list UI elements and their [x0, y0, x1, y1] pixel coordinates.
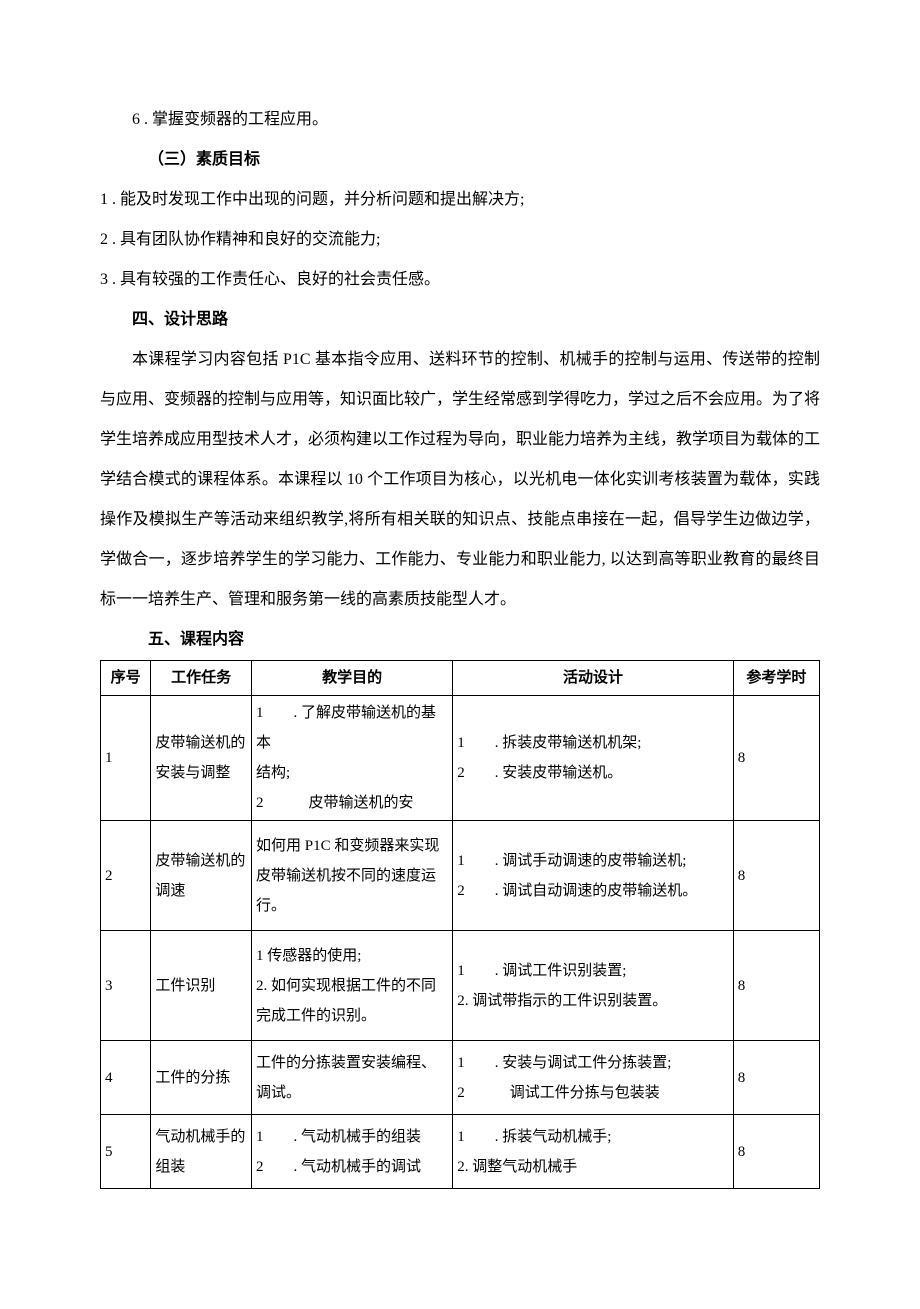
heading-course-content: 五、课程内容 [100, 620, 820, 660]
list-item-6: 6 . 掌握变频器的工程应用。 [132, 100, 820, 140]
cell-activity: 1 . 拆装皮带输送机机架;2 . 安装皮带输送机。 [453, 696, 733, 821]
cell-goal: 工件的分拣装置安装编程、调试。 [251, 1041, 452, 1115]
item-6-block: 6 . 掌握变频器的工程应用。 [100, 100, 820, 140]
cell-activity: 1 . 调试工件识别装置;2. 调试带指示的工件识别装置。 [453, 931, 733, 1041]
table-row: 1皮带输送机的安装与调整1 . 了解皮带输送机的基本结构;2 皮带输送机的安1 … [101, 696, 820, 821]
cell-activity: 1 . 调试手动调速的皮带输送机;2 . 调试自动调速的皮带输送机。 [453, 821, 733, 931]
cell-goal: 如何用 P1C 和变频器来实现皮带输送机按不同的速度运行。 [251, 821, 452, 931]
cell-task: 皮带输送机的安装与调整 [151, 696, 252, 821]
heading-quality-goal: （三）素质目标 [148, 140, 820, 180]
document-page: 6 . 掌握变频器的工程应用。 （三）素质目标 1 . 能及时发现工作中出现的问… [0, 0, 920, 1309]
table-row: 3工件识别1 传感器的使用;2. 如何实现根据工件的不同完成工件的识别。1 . … [101, 931, 820, 1041]
cell-hours: 8 [733, 931, 819, 1041]
quality-item-1: 1 . 能及时发现工作中出现的问题，并分析问题和提出解决方; [100, 180, 820, 220]
cell-index: 3 [101, 931, 151, 1041]
cell-index: 4 [101, 1041, 151, 1115]
col-header-task: 工作任务 [151, 661, 252, 696]
cell-goal: 1 . 了解皮带输送机的基本结构;2 皮带输送机的安 [251, 696, 452, 821]
col-header-goal: 教学目的 [251, 661, 452, 696]
cell-task: 皮带输送机的调速 [151, 821, 252, 931]
table-row: 5气动机械手的组装1 . 气动机械手的组装2 . 气动机械手的调试1 . 拆装气… [101, 1115, 820, 1189]
cell-index: 1 [101, 696, 151, 821]
cell-goal: 1 . 气动机械手的组装2 . 气动机械手的调试 [251, 1115, 452, 1189]
quality-item-2: 2 . 具有团队协作精神和良好的交流能力; [100, 220, 820, 260]
cell-hours: 8 [733, 1115, 819, 1189]
table-header-row: 序号 工作任务 教学目的 活动设计 参考学时 [101, 661, 820, 696]
cell-hours: 8 [733, 821, 819, 931]
cell-activity: 1 . 拆装气动机械手;2. 调整气动机械手 [453, 1115, 733, 1189]
col-header-hours: 参考学时 [733, 661, 819, 696]
cell-task: 工件的分拣 [151, 1041, 252, 1115]
heading-3-block: （三）素质目标 [100, 140, 820, 180]
cell-hours: 8 [733, 1041, 819, 1115]
cell-goal: 1 传感器的使用;2. 如何实现根据工件的不同完成工件的识别。 [251, 931, 452, 1041]
col-header-index: 序号 [101, 661, 151, 696]
design-approach-body: 本课程学习内容包括 P1C 基本指令应用、送料环节的控制、机械手的控制与运用、传… [100, 340, 820, 620]
col-header-activity: 活动设计 [453, 661, 733, 696]
table-body: 1皮带输送机的安装与调整1 . 了解皮带输送机的基本结构;2 皮带输送机的安1 … [101, 696, 820, 1189]
cell-index: 2 [101, 821, 151, 931]
table-row: 4工件的分拣工件的分拣装置安装编程、调试。1 . 安装与调试工件分拣装置;2 调… [101, 1041, 820, 1115]
cell-task: 工件识别 [151, 931, 252, 1041]
table-row: 2皮带输送机的调速如何用 P1C 和变频器来实现皮带输送机按不同的速度运行。1 … [101, 821, 820, 931]
cell-activity: 1 . 安装与调试工件分拣装置;2 调试工件分拣与包装装 [453, 1041, 733, 1115]
heading-design-approach: 四、设计思路 [100, 300, 820, 340]
cell-task: 气动机械手的组装 [151, 1115, 252, 1189]
cell-hours: 8 [733, 696, 819, 821]
quality-item-3: 3 . 具有较强的工作责任心、良好的社会责任感。 [100, 260, 820, 300]
cell-index: 5 [101, 1115, 151, 1189]
course-content-table: 序号 工作任务 教学目的 活动设计 参考学时 1皮带输送机的安装与调整1 . 了… [100, 660, 820, 1189]
